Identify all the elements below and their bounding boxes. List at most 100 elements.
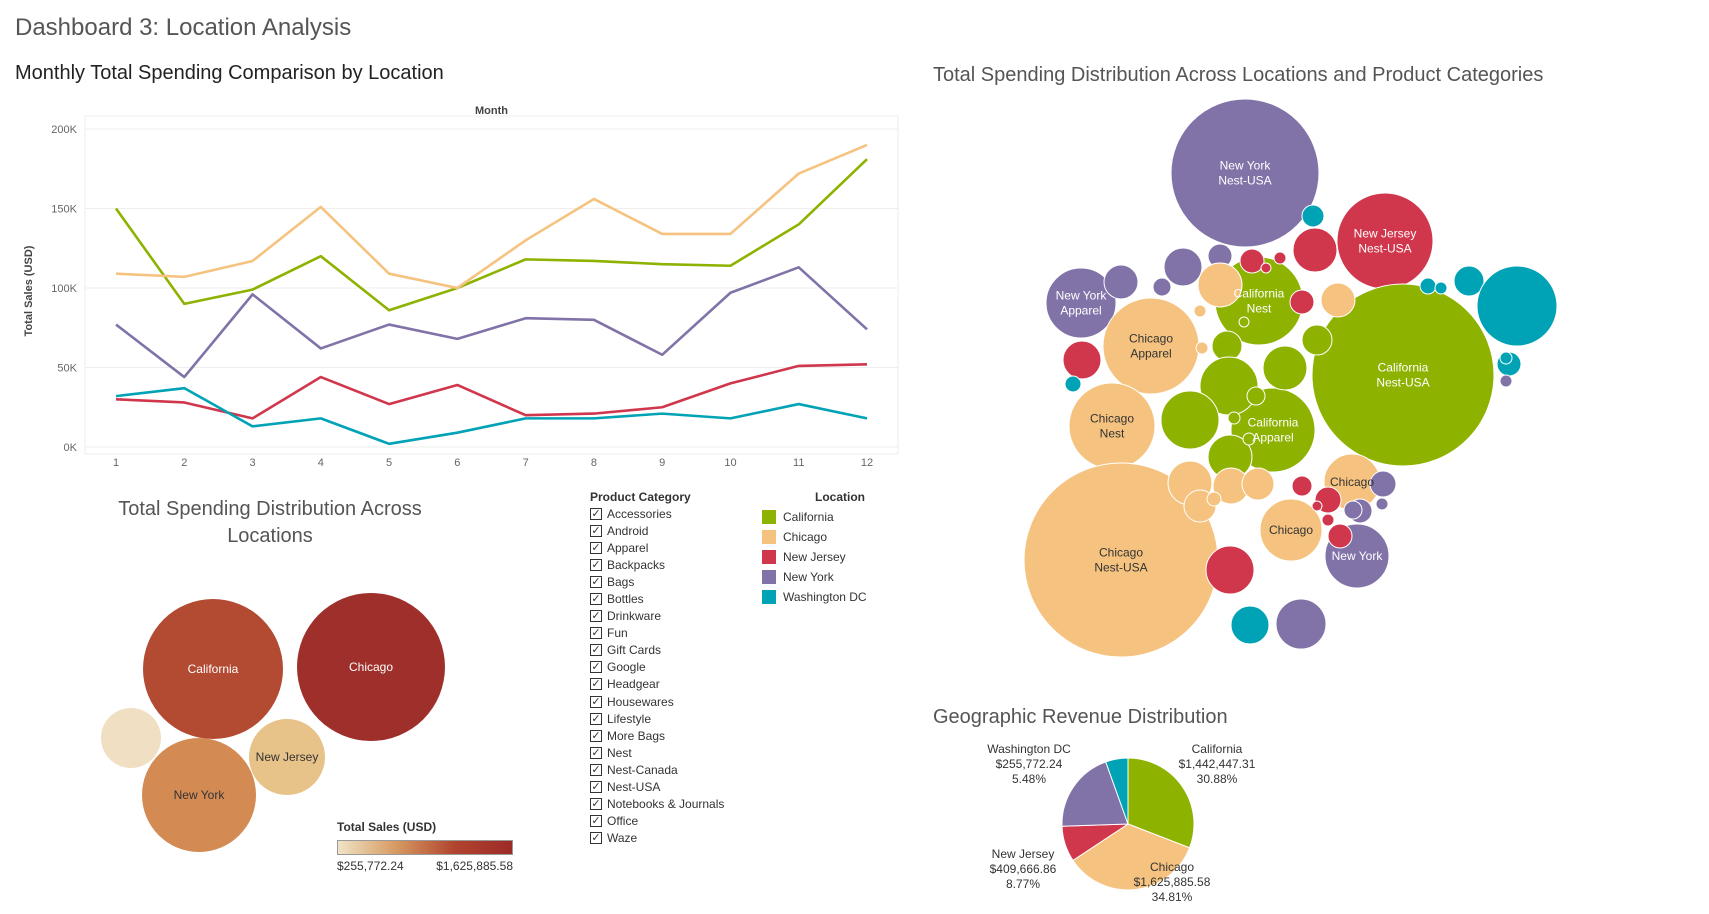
filter-item-housewares[interactable]: ✓ Housewares [590, 693, 760, 710]
bubble-washington-dc[interactable] [1301, 204, 1325, 228]
filter-item-nest-canada[interactable]: ✓ Nest-Canada [590, 761, 760, 778]
series-line-washington-dc[interactable] [115, 386, 868, 446]
checkbox-icon[interactable]: ✓ [590, 593, 602, 606]
bubble-new-york[interactable] [1275, 598, 1327, 650]
bubble-new-york[interactable] [1103, 264, 1139, 300]
filter-item-office[interactable]: ✓ Office [590, 813, 760, 830]
bubble-washington-dc[interactable] [1230, 605, 1270, 645]
checkbox-icon[interactable]: ✓ [590, 832, 602, 845]
bubble-new-jersey[interactable] [1062, 340, 1102, 380]
bubble-new-jersey[interactable] [1205, 545, 1255, 595]
legend-item-chicago[interactable]: Chicago [762, 527, 912, 547]
checkbox-icon[interactable]: ✓ [590, 798, 602, 811]
checkbox-icon[interactable]: ✓ [590, 575, 602, 588]
checkbox-icon[interactable]: ✓ [590, 712, 602, 725]
bubble-chicago[interactable] [1206, 491, 1222, 507]
checkbox-icon[interactable]: ✓ [590, 610, 602, 623]
checkbox-icon[interactable]: ✓ [590, 644, 602, 657]
bubble-chicago[interactable] [1197, 262, 1243, 308]
checkbox-icon[interactable]: ✓ [590, 815, 602, 828]
legend-item-washington-dc[interactable]: Washington DC [762, 587, 912, 607]
checkbox-icon[interactable]: ✓ [590, 781, 602, 794]
filter-item-headgear[interactable]: ✓ Headgear [590, 676, 760, 693]
bubble-new-jersey[interactable] [1289, 289, 1315, 315]
filter-item-bottles[interactable]: ✓ Bottles [590, 590, 760, 607]
checkbox-icon[interactable]: ✓ [590, 507, 602, 520]
bubble-washington-dc[interactable] [1434, 281, 1448, 295]
series-line-new-york[interactable] [115, 266, 868, 379]
bubble-new-jersey[interactable] [1311, 500, 1323, 512]
bubble-new-york[interactable] [1163, 247, 1203, 287]
filter-item-google[interactable]: ✓ Google [590, 659, 760, 676]
bubble-chicago[interactable] [1259, 498, 1323, 562]
checkbox-icon[interactable]: ✓ [590, 729, 602, 742]
bubble-california[interactable] [1160, 390, 1220, 450]
checkbox-icon[interactable]: ✓ [590, 524, 602, 537]
checkbox-icon[interactable]: ✓ [590, 763, 602, 776]
bubble-california[interactable] [1242, 432, 1256, 446]
series-line-new-jersey[interactable] [115, 363, 868, 420]
bubble-california[interactable] [1311, 283, 1495, 467]
filter-item-drinkware[interactable]: ✓ Drinkware [590, 608, 760, 625]
pie-slice-california[interactable] [1127, 757, 1195, 849]
bubble-new-jersey[interactable] [1292, 227, 1338, 273]
location-bubble-chart[interactable]: California Chicago New York New Jersey [90, 585, 470, 885]
bubble-california[interactable] [1230, 387, 1316, 473]
bubble-washington-dc[interactable] [1419, 277, 1437, 295]
pie-slice-washington-dc[interactable] [1105, 757, 1129, 825]
bubble-california[interactable] [1211, 330, 1243, 362]
location-bubble-new-york[interactable] [142, 738, 256, 852]
checkbox-icon[interactable]: ✓ [590, 661, 602, 674]
filter-item-nest-usa[interactable]: ✓ Nest-USA [590, 779, 760, 796]
bubble-california[interactable] [1238, 316, 1250, 328]
bubble-new-jersey[interactable] [1291, 475, 1313, 497]
bubble-new-york[interactable] [1499, 374, 1513, 388]
bubble-california[interactable] [1246, 386, 1266, 406]
bubble-new-jersey[interactable] [1260, 262, 1272, 274]
location-bubble[interactable] [101, 708, 161, 768]
checkbox-icon[interactable]: ✓ [590, 627, 602, 640]
bubble-chicago[interactable] [1195, 341, 1209, 355]
location-bubble-california[interactable] [143, 599, 283, 739]
filter-item-gift-cards[interactable]: ✓ Gift Cards [590, 642, 760, 659]
filter-item-bags[interactable]: ✓ Bags [590, 573, 760, 590]
series-line-chicago[interactable] [115, 143, 868, 290]
pie-slice-chicago[interactable] [1072, 823, 1191, 891]
pie-slice-new-york[interactable] [1061, 761, 1129, 827]
filter-item-nest[interactable]: ✓ Nest [590, 744, 760, 761]
checkbox-icon[interactable]: ✓ [590, 558, 602, 571]
checkbox-icon[interactable]: ✓ [590, 678, 602, 691]
checkbox-icon[interactable]: ✓ [590, 541, 602, 554]
filter-item-notebooks-journals[interactable]: ✓ Notebooks & Journals [590, 796, 760, 813]
bubble-new-jersey[interactable] [1239, 248, 1265, 274]
series-line-california[interactable] [114, 158, 868, 312]
bubble-washington-dc[interactable] [1453, 265, 1485, 297]
bubble-new-york[interactable] [1369, 470, 1397, 498]
location-bubble-new-jersey[interactable] [249, 719, 325, 795]
legend-item-california[interactable]: California [762, 507, 912, 527]
bubble-new-york[interactable] [1045, 267, 1117, 339]
location-bubble-chicago[interactable] [297, 593, 445, 741]
bubble-california[interactable] [1301, 324, 1333, 356]
filter-item-fun[interactable]: ✓ Fun [590, 625, 760, 642]
filter-item-android[interactable]: ✓ Android [590, 522, 760, 539]
checkbox-icon[interactable]: ✓ [590, 695, 602, 708]
filter-item-waze[interactable]: ✓ Waze [590, 830, 760, 847]
filter-item-lifestyle[interactable]: ✓ Lifestyle [590, 710, 760, 727]
filter-item-more-bags[interactable]: ✓ More Bags [590, 727, 760, 744]
bubble-washington-dc[interactable] [1476, 265, 1558, 347]
bubble-california[interactable] [1227, 411, 1241, 425]
bubble-new-jersey[interactable] [1327, 523, 1353, 549]
bubble-new-york[interactable] [1343, 500, 1363, 520]
bubble-washington-dc[interactable] [1499, 351, 1513, 365]
checkbox-icon[interactable]: ✓ [590, 746, 602, 759]
filter-item-apparel[interactable]: ✓ Apparel [590, 539, 760, 556]
bubble-new-york[interactable] [1170, 98, 1320, 248]
filter-item-backpacks[interactable]: ✓ Backpacks [590, 556, 760, 573]
bubble-new-jersey[interactable] [1273, 251, 1287, 265]
bubble-chicago[interactable] [1320, 282, 1356, 318]
legend-item-new-york[interactable]: New York [762, 567, 912, 587]
